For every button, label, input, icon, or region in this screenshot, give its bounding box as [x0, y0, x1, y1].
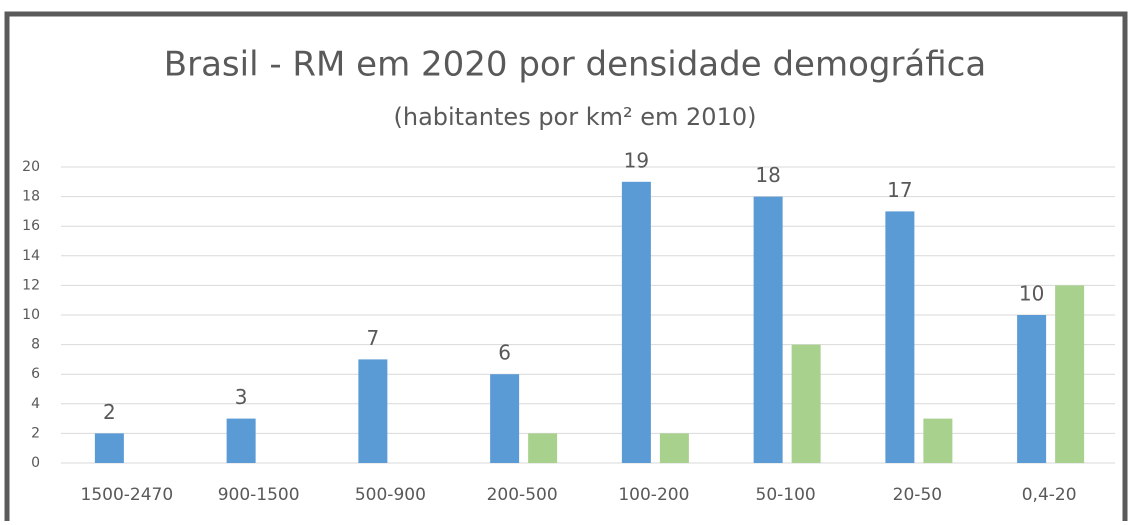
x-tick-label: 0,4-20 — [1022, 485, 1077, 505]
data-label: 18 — [755, 163, 780, 187]
bar — [1055, 285, 1085, 463]
y-tick-label: 6 — [31, 366, 40, 382]
data-label: 2 — [103, 400, 116, 424]
bar — [659, 433, 689, 463]
data-label: 6 — [498, 341, 511, 365]
bar — [923, 418, 953, 463]
bar — [1017, 315, 1047, 463]
chart-title: Brasil - RM em 2020 por densidade demogr… — [164, 45, 986, 85]
y-tick-label: 14 — [22, 248, 40, 264]
bar — [490, 374, 520, 463]
y-tick-label: 12 — [22, 277, 40, 293]
x-tick-label: 50-100 — [756, 485, 816, 505]
bar — [528, 433, 558, 463]
data-label: 7 — [367, 326, 380, 350]
data-label: 10 — [1019, 282, 1044, 306]
bar — [358, 359, 388, 463]
x-tick-label: 200-500 — [487, 485, 558, 505]
x-tick-label: 20-50 — [893, 485, 942, 505]
y-tick-label: 10 — [22, 307, 40, 323]
x-tick-label: 900-1500 — [218, 485, 300, 505]
x-tick-label: 1500-2470 — [81, 485, 174, 505]
bar — [226, 418, 256, 463]
y-tick-label: 20 — [22, 159, 40, 175]
x-tick-label: 100-200 — [618, 485, 689, 505]
y-tick-label: 16 — [22, 218, 40, 234]
bar — [94, 433, 124, 463]
data-label: 17 — [887, 178, 912, 202]
y-tick-label: 0 — [31, 455, 40, 471]
bar — [621, 181, 651, 464]
bar — [753, 196, 783, 463]
data-label: 19 — [624, 148, 649, 172]
x-tick-label: 500-900 — [355, 485, 426, 505]
frame — [4, 11, 1128, 521]
y-tick-label: 18 — [22, 189, 40, 205]
bar — [885, 211, 915, 463]
chart-subtitle: (habitantes por km² em 2010) — [394, 103, 757, 131]
bar — [791, 344, 821, 463]
y-tick-label: 2 — [31, 425, 40, 441]
data-label: 3 — [235, 385, 248, 409]
y-tick-label: 8 — [31, 337, 40, 353]
y-tick-label: 4 — [31, 396, 40, 412]
